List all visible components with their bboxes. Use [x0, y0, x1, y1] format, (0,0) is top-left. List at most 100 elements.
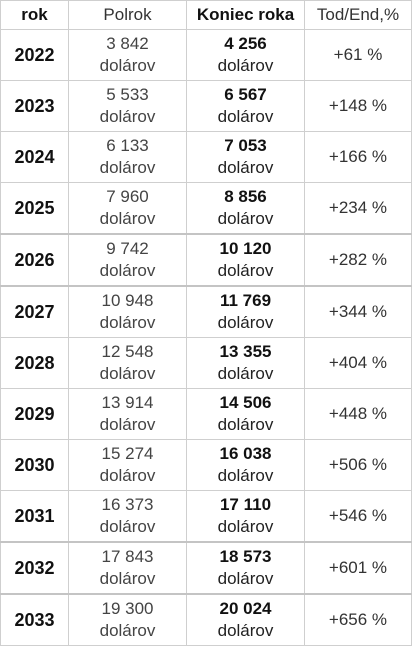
half-year-cell: 17 843 dolárov [68, 541, 187, 595]
half-year-cell: 9 742 dolárov [68, 233, 187, 287]
header-half-year: Polrok [68, 0, 187, 30]
percent-change-cell: +601 % [304, 541, 412, 595]
percent-change-cell: +656 % [304, 593, 412, 646]
half-year-cell: 15 274 dolárov [68, 439, 187, 491]
half-year-amount: 7 960 [106, 187, 149, 206]
half-year-amount: 5 533 [106, 85, 149, 104]
currency-unit: dolárov [99, 415, 156, 434]
table-row: 2025 7 960 dolárov 8 856 dolárov +234 % [0, 182, 412, 235]
percent-change-cell: +448 % [304, 388, 412, 440]
half-year-amount: 9 742 [106, 239, 149, 258]
year-end-cell: 7 053 dolárov [186, 131, 305, 183]
currency-unit: dolárov [217, 415, 274, 434]
percent-change-cell: +148 % [304, 80, 412, 132]
currency-unit: dolárov [99, 466, 156, 485]
year-end-cell: 8 856 dolárov [186, 182, 305, 235]
year-cell: 2022 [0, 29, 69, 81]
header-percent-change: Tod/End,% [304, 0, 412, 30]
year-cell: 2031 [0, 490, 69, 543]
currency-unit: dolárov [99, 364, 156, 383]
table-row: 2023 5 533 dolárov 6 567 dolárov +148 % [0, 80, 412, 132]
currency-unit: dolárov [217, 517, 274, 536]
currency-unit: dolárov [217, 466, 274, 485]
percent-change-cell: +404 % [304, 337, 412, 389]
currency-unit: dolárov [217, 158, 274, 177]
year-end-amount: 7 053 [224, 136, 267, 155]
half-year-amount: 10 948 [101, 291, 154, 310]
header-year-end: Koniec roka [186, 0, 305, 30]
half-year-cell: 7 960 dolárov [68, 182, 187, 235]
currency-unit: dolárov [99, 209, 156, 228]
half-year-amount: 17 843 [101, 547, 154, 566]
year-cell: 2024 [0, 131, 69, 183]
currency-unit: dolárov [99, 313, 156, 332]
year-end-amount: 11 769 [219, 291, 272, 310]
year-end-amount: 10 120 [219, 239, 272, 258]
table-row: 2028 12 548 dolárov 13 355 dolárov +404 % [0, 337, 412, 389]
year-cell: 2030 [0, 439, 69, 491]
year-end-cell: 13 355 dolárov [186, 337, 305, 389]
year-end-amount: 17 110 [219, 495, 272, 514]
half-year-amount: 6 133 [106, 136, 149, 155]
currency-unit: dolárov [99, 621, 156, 640]
header-row: rok Polrok Koniec roka Tod/End,% [0, 0, 412, 30]
currency-unit: dolárov [99, 517, 156, 536]
table-row: 2033 19 300 dolárov 20 024 dolárov +656 % [0, 593, 412, 646]
year-end-cell: 17 110 dolárov [186, 490, 305, 543]
year-end-amount: 16 038 [219, 444, 272, 463]
half-year-cell: 6 133 dolárov [68, 131, 187, 183]
percent-change-cell: +506 % [304, 439, 412, 491]
year-end-cell: 16 038 dolárov [186, 439, 305, 491]
table-row: 2024 6 133 dolárov 7 053 dolárov +166 % [0, 131, 412, 183]
year-end-amount: 14 506 [219, 393, 272, 412]
table-row: 2026 9 742 dolárov 10 120 dolárov +282 % [0, 233, 412, 287]
half-year-amount: 3 842 [106, 34, 149, 53]
year-end-cell: 11 769 dolárov [186, 285, 305, 338]
currency-unit: dolárov [217, 621, 274, 640]
percent-change-cell: +546 % [304, 490, 412, 543]
year-end-cell: 6 567 dolárov [186, 80, 305, 132]
half-year-cell: 12 548 dolárov [68, 337, 187, 389]
currency-unit: dolárov [99, 569, 156, 588]
percent-change-cell: +61 % [304, 29, 412, 81]
year-cell: 2032 [0, 541, 69, 595]
half-year-cell: 16 373 dolárov [68, 490, 187, 543]
half-year-cell: 19 300 dolárov [68, 593, 187, 646]
half-year-amount: 16 373 [101, 495, 154, 514]
half-year-cell: 5 533 dolárov [68, 80, 187, 132]
currency-unit: dolárov [99, 261, 156, 280]
table-row: 2031 16 373 dolárov 17 110 dolárov +546 % [0, 490, 412, 543]
currency-unit: dolárov [217, 364, 274, 383]
table-row: 2029 13 914 dolárov 14 506 dolárov +448 % [0, 388, 412, 440]
currency-unit: dolárov [217, 313, 274, 332]
year-end-amount: 13 355 [219, 342, 272, 361]
year-end-amount: 20 024 [219, 599, 272, 618]
year-cell: 2026 [0, 233, 69, 287]
percent-change-cell: +234 % [304, 182, 412, 235]
percent-change-cell: +166 % [304, 131, 412, 183]
currency-unit: dolárov [217, 209, 274, 228]
currency-unit: dolárov [217, 569, 274, 588]
currency-unit: dolárov [217, 56, 274, 75]
year-end-cell: 4 256 dolárov [186, 29, 305, 81]
year-cell: 2023 [0, 80, 69, 132]
percent-change-cell: +344 % [304, 285, 412, 338]
half-year-amount: 12 548 [101, 342, 154, 361]
year-end-cell: 20 024 dolárov [186, 593, 305, 646]
currency-unit: dolárov [99, 158, 156, 177]
table-row: 2032 17 843 dolárov 18 573 dolárov +601 % [0, 541, 412, 595]
currency-unit: dolárov [99, 107, 156, 126]
header-year: rok [0, 0, 69, 30]
year-cell: 2027 [0, 285, 69, 338]
year-cell: 2029 [0, 388, 69, 440]
half-year-cell: 3 842 dolárov [68, 29, 187, 81]
currency-unit: dolárov [99, 56, 156, 75]
year-end-cell: 18 573 dolárov [186, 541, 305, 595]
currency-unit: dolárov [217, 107, 274, 126]
year-end-amount: 8 856 [224, 187, 267, 206]
year-end-amount: 18 573 [219, 547, 272, 566]
half-year-amount: 19 300 [101, 599, 154, 618]
year-end-amount: 4 256 [224, 34, 267, 53]
year-cell: 2033 [0, 593, 69, 646]
